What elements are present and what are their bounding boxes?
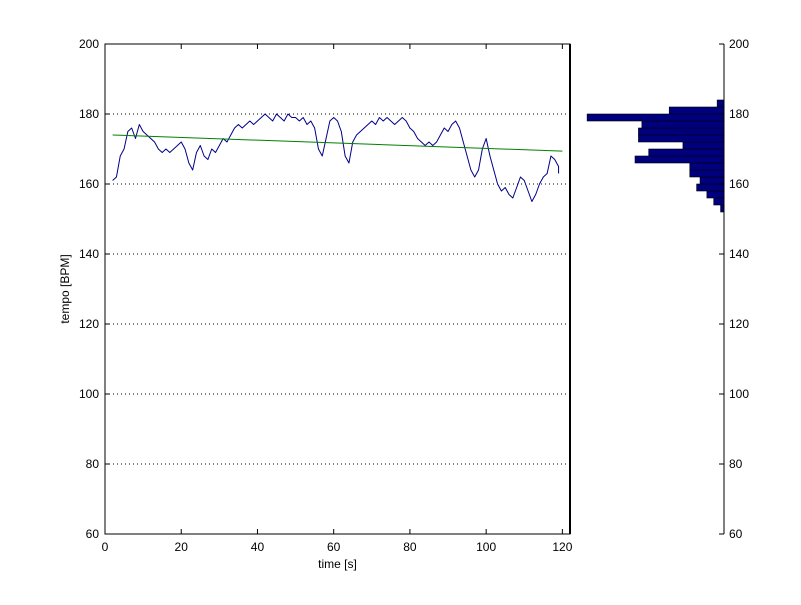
hist-tick-label: 120: [729, 317, 749, 331]
histogram-y-tick-labels: 60 80 100 120 140 160 180 200: [729, 37, 749, 541]
y-tick-label: 120: [79, 317, 99, 331]
x-axis-label: time [s]: [318, 557, 357, 571]
hist-bar: [638, 134, 725, 143]
hist-bar: [648, 148, 725, 157]
y-tick-label: 140: [79, 247, 99, 261]
hist-bar: [720, 204, 725, 213]
main-y-tick-labels: 60 80 100 120 140 160 180 200: [79, 37, 99, 541]
hist-tick-label: 180: [729, 107, 749, 121]
y-axis-label: tempo [BPM]: [58, 254, 72, 323]
trend-line: [112, 134, 563, 152]
x-tick-label: 60: [327, 540, 341, 554]
y-tick-label: 60: [86, 527, 100, 541]
hist-bar: [713, 197, 725, 206]
main-gridlines: [105, 113, 570, 465]
hist-bar: [634, 155, 725, 164]
y-tick-label: 100: [79, 387, 99, 401]
histogram-ticks: [719, 43, 725, 535]
hist-tick-label: 160: [729, 177, 749, 191]
main-ticks: [104, 43, 563, 535]
hist-tick-label: 80: [729, 457, 743, 471]
x-tick-label: 100: [476, 540, 496, 554]
x-tick-label: 20: [175, 540, 189, 554]
hist-bar: [638, 127, 725, 136]
main-x-tick-labels: 0 20 40 60 80 100 120: [102, 540, 573, 554]
hist-bar: [586, 113, 725, 122]
hist-tick-label: 200: [729, 37, 749, 51]
tempo-series-line: [112, 113, 560, 202]
main-axes-frame: [104, 43, 571, 535]
hist-tick-label: 140: [729, 247, 749, 261]
x-tick-label: 80: [403, 540, 417, 554]
x-tick-label: 40: [251, 540, 265, 554]
hist-bar: [689, 169, 725, 178]
hist-bar: [716, 99, 725, 108]
x-tick-label: 0: [102, 540, 109, 554]
y-tick-label: 180: [79, 107, 99, 121]
hist-bar: [682, 141, 725, 150]
hist-bar: [699, 176, 725, 185]
y-tick-label: 160: [79, 177, 99, 191]
hist-bar: [689, 162, 725, 171]
hist-bar: [668, 106, 725, 115]
x-tick-label: 120: [552, 540, 572, 554]
hist-bar: [696, 183, 725, 192]
y-tick-label: 80: [86, 457, 100, 471]
y-tick-label: 200: [79, 37, 99, 51]
hist-tick-label: 100: [729, 387, 749, 401]
hist-bar: [641, 120, 725, 129]
hist-tick-label: 60: [729, 527, 743, 541]
hist-bar: [706, 190, 725, 199]
